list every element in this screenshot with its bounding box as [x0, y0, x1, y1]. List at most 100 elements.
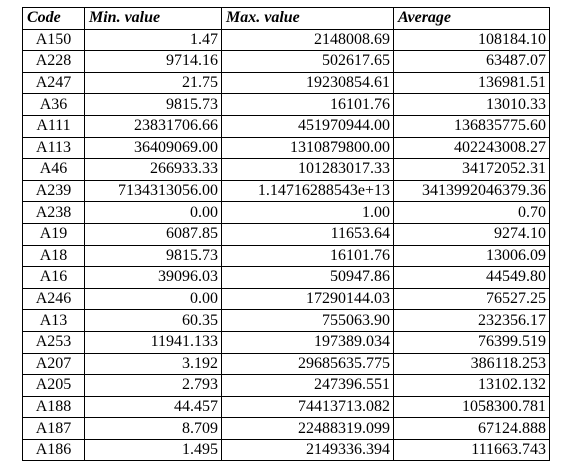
cell-max-value: 74413713.082 — [221, 395, 394, 419]
cell-max-value: 197389.034 — [221, 330, 394, 354]
cell-average: 9274.10 — [393, 222, 550, 246]
cell-average: 402243008.27 — [393, 136, 550, 160]
table-row: A253 11941.133 197389.034 76399.519 — [22, 330, 550, 354]
table-row: A16 39096.03 50947.86 44549.80 — [22, 266, 550, 289]
table-row: A188 44.457 74413713.082 1058300.781 — [22, 395, 550, 419]
cell-min-value: 3.192 — [84, 352, 222, 376]
cell-max-value: 11653.64 — [221, 222, 394, 246]
cell-min-value: 9815.73 — [84, 244, 222, 268]
cell-code: A188 — [22, 395, 85, 419]
table-row: A247 21.75 19230854.61 136981.51 — [22, 71, 550, 95]
cell-average: 232356.17 — [393, 309, 550, 332]
cell-code: A113 — [22, 136, 85, 160]
cell-max-value: 16101.76 — [221, 93, 394, 116]
cell-min-value: 1.495 — [84, 438, 222, 462]
table-row: A111 23831706.66 451970944.00 136835775.60 — [22, 114, 550, 138]
cell-code: A239 — [22, 179, 85, 203]
cell-min-value: 8.709 — [84, 417, 222, 440]
table-row: A207 3.192 29685635.775 386118.253 — [22, 352, 550, 376]
cell-average: 13006.09 — [393, 244, 550, 268]
cell-code: A228 — [22, 50, 85, 73]
cell-average: 13010.33 — [393, 93, 550, 116]
cell-max-value: 16101.76 — [221, 244, 394, 268]
cell-code: A36 — [22, 93, 85, 116]
cell-average: 76527.25 — [393, 287, 550, 311]
cell-min-value: 44.457 — [84, 395, 222, 419]
cell-min-value: 2.793 — [84, 374, 222, 397]
cell-code: A205 — [22, 374, 85, 397]
cell-max-value: 247396.551 — [221, 374, 394, 397]
table-body: A150 1.47 2148008.69 108184.10 A228 9714.16 50… — [22, 28, 550, 462]
cell-code: A238 — [22, 201, 85, 224]
cell-code: A207 — [22, 352, 85, 376]
cell-max-value: 19230854.61 — [221, 71, 394, 95]
header-max-value: Max. value — [221, 7, 394, 30]
cell-average: 3413992046379.36 — [393, 179, 550, 203]
cell-min-value: 1.47 — [84, 28, 222, 52]
cell-code: A247 — [22, 71, 85, 95]
header-min-value: Min. value — [84, 7, 222, 30]
cell-max-value: 22488319.099 — [221, 417, 394, 440]
cell-min-value: 39096.03 — [84, 266, 222, 289]
cell-average: 136835775.60 — [393, 114, 550, 138]
cell-min-value: 36409069.00 — [84, 136, 222, 160]
header-average: Average — [393, 7, 550, 30]
cell-min-value: 0.00 — [84, 287, 222, 311]
data-table-container: Code Min. value Max. value Average A150 1… — [22, 7, 550, 462]
cell-max-value: 502617.65 — [221, 50, 394, 73]
cell-min-value: 60.35 — [84, 309, 222, 332]
table-row: A238 0.00 1.00 0.70 — [22, 201, 550, 224]
cell-code: A111 — [22, 114, 85, 138]
cell-max-value: 755063.90 — [221, 309, 394, 332]
table-row: A186 1.495 2149336.394 111663.743 — [22, 438, 550, 462]
table-row: A246 0.00 17290144.03 76527.25 — [22, 287, 550, 311]
cell-max-value: 2149336.394 — [221, 438, 394, 462]
table-row: A13 60.35 755063.90 232356.17 — [22, 309, 550, 332]
cell-min-value: 7134313056.00 — [84, 179, 222, 203]
cell-code: A16 — [22, 266, 85, 289]
cell-code: A150 — [22, 28, 85, 52]
cell-max-value: 50947.86 — [221, 266, 394, 289]
cell-min-value: 9714.16 — [84, 50, 222, 73]
table-row: A205 2.793 247396.551 13102.132 — [22, 374, 550, 397]
cell-average: 111663.743 — [393, 438, 550, 462]
cell-code: A246 — [22, 287, 85, 311]
table-row: A19 6087.85 11653.64 9274.10 — [22, 222, 550, 246]
cell-average: 386118.253 — [393, 352, 550, 376]
cell-max-value: 1.00 — [221, 201, 394, 224]
table-row: A46 266933.33 101283017.33 34172052.31 — [22, 158, 550, 181]
cell-average: 1058300.781 — [393, 395, 550, 419]
table-row: A18 9815.73 16101.76 13006.09 — [22, 244, 550, 268]
cell-max-value: 17290144.03 — [221, 287, 394, 311]
cell-code: A46 — [22, 158, 85, 181]
cell-code: A253 — [22, 330, 85, 354]
cell-average: 44549.80 — [393, 266, 550, 289]
cell-average: 63487.07 — [393, 50, 550, 73]
cell-average: 34172052.31 — [393, 158, 550, 181]
cell-average: 13102.132 — [393, 374, 550, 397]
cell-average: 76399.519 — [393, 330, 550, 354]
cell-min-value: 23831706.66 — [84, 114, 222, 138]
cell-average: 108184.10 — [393, 28, 550, 52]
cell-code: A187 — [22, 417, 85, 440]
cell-code: A19 — [22, 222, 85, 246]
cell-min-value: 21.75 — [84, 71, 222, 95]
table-row: A239 7134313056.00 1.14716288543e+13 341399… — [22, 179, 550, 203]
cell-code: A18 — [22, 244, 85, 268]
header-code: Code — [22, 7, 85, 30]
cell-average: 67124.888 — [393, 417, 550, 440]
table-row: A36 9815.73 16101.76 13010.33 — [22, 93, 550, 116]
table-row: A150 1.47 2148008.69 108184.10 — [22, 28, 550, 52]
header-row: Code Min. value Max. value Average — [22, 7, 550, 30]
table-row: A113 36409069.00 1310879800.00 402243008.27 — [22, 136, 550, 160]
cell-max-value: 451970944.00 — [221, 114, 394, 138]
table-row: A187 8.709 22488319.099 67124.888 — [22, 417, 550, 440]
cell-average: 0.70 — [393, 201, 550, 224]
cell-max-value: 29685635.775 — [221, 352, 394, 376]
cell-code: A13 — [22, 309, 85, 332]
statistics-table: Code Min. value Max. value Average A150 1… — [22, 7, 550, 462]
cell-min-value: 11941.133 — [84, 330, 222, 354]
cell-min-value: 0.00 — [84, 201, 222, 224]
table-row: A228 9714.16 502617.65 63487.07 — [22, 50, 550, 73]
cell-max-value: 2148008.69 — [221, 28, 394, 52]
